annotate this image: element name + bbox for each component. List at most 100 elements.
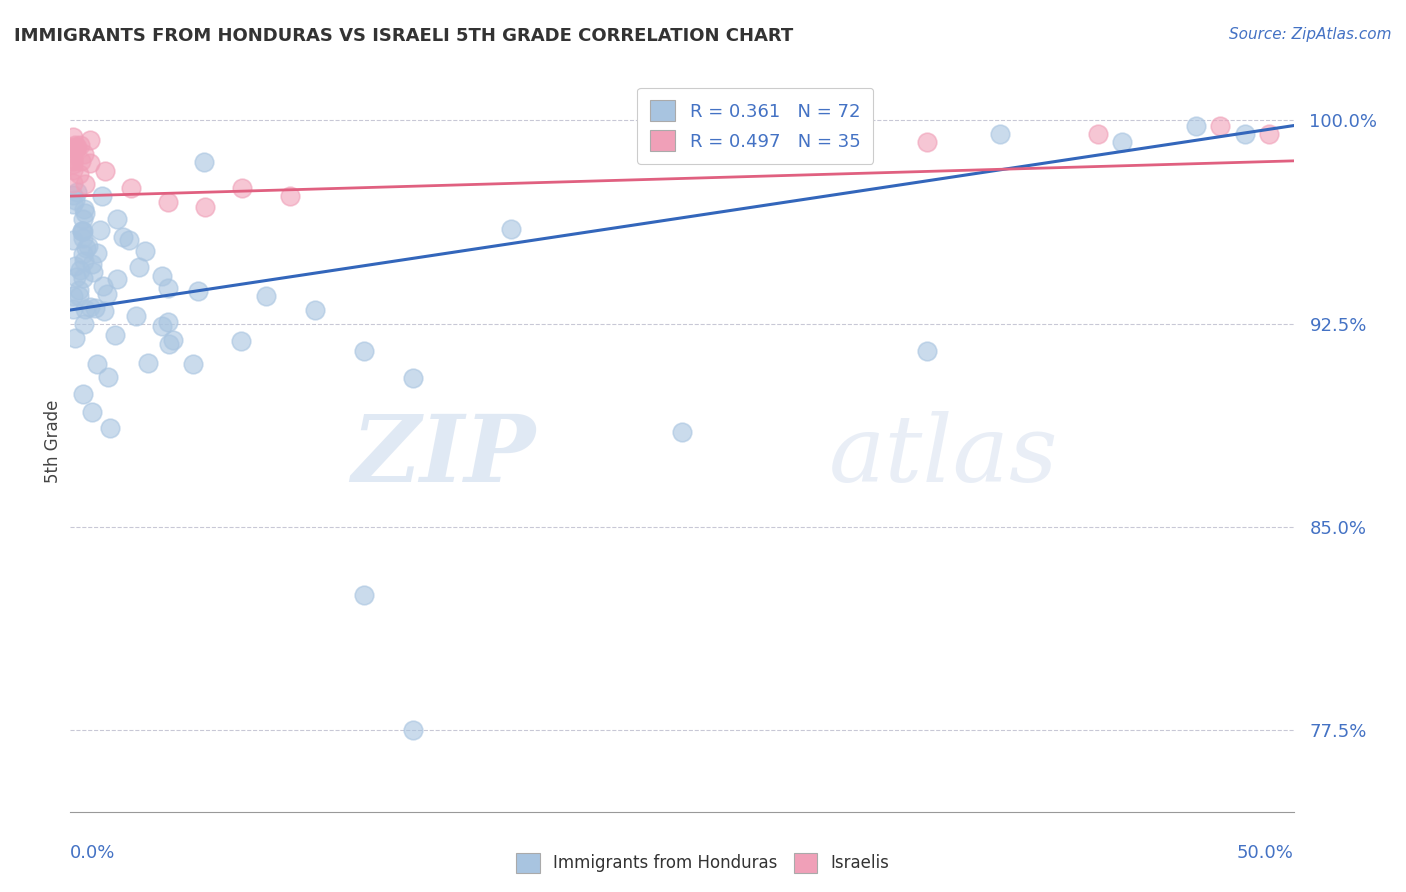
Point <box>97 369 120 384</box>
Point <box>62 130 84 145</box>
Point <box>150 269 173 284</box>
Point <box>73 317 96 331</box>
Point <box>72 211 94 226</box>
Point <box>79 155 101 169</box>
Point <box>73 205 96 219</box>
Point <box>73 202 96 216</box>
Point <box>70 224 93 238</box>
Point <box>75 301 97 316</box>
Point <box>915 343 938 358</box>
Point <box>75 241 97 255</box>
Point <box>62 289 84 303</box>
Point <box>67 289 90 303</box>
Point <box>353 588 375 602</box>
Point <box>134 244 156 258</box>
Point <box>70 224 93 238</box>
Point <box>80 257 103 271</box>
Point <box>181 357 204 371</box>
Point <box>104 327 127 342</box>
Point <box>89 222 111 236</box>
Point <box>72 254 94 268</box>
Point <box>69 137 91 152</box>
Point <box>121 181 143 195</box>
Point <box>86 246 108 260</box>
Point <box>67 284 90 298</box>
Point <box>105 212 128 227</box>
Text: ZIP: ZIP <box>352 411 536 501</box>
Text: atlas: atlas <box>828 411 1059 501</box>
Point <box>62 140 84 154</box>
Point <box>62 157 84 171</box>
Point <box>1258 127 1281 141</box>
Legend: R = 0.361   N = 72, R = 0.497   N = 35: R = 0.361 N = 72, R = 0.497 N = 35 <box>637 87 873 164</box>
Text: 0.0%: 0.0% <box>70 844 115 863</box>
Text: 50.0%: 50.0% <box>1237 844 1294 863</box>
Point <box>82 265 104 279</box>
Point <box>156 315 179 329</box>
Point <box>254 289 277 303</box>
Point <box>194 200 217 214</box>
Point <box>96 286 118 301</box>
Point <box>65 259 87 273</box>
Point <box>157 194 180 209</box>
Point <box>65 137 87 152</box>
Point <box>118 234 141 248</box>
Point <box>125 309 148 323</box>
Point <box>93 304 115 318</box>
Point <box>65 142 87 156</box>
Point <box>1209 119 1232 133</box>
Point <box>671 425 693 439</box>
Point <box>353 343 375 358</box>
Point <box>193 154 215 169</box>
Point <box>156 281 179 295</box>
Point <box>70 154 93 169</box>
Point <box>499 221 522 235</box>
Y-axis label: 5th Grade: 5th Grade <box>44 400 62 483</box>
Point <box>65 269 87 284</box>
Point <box>72 247 94 261</box>
Point <box>98 421 121 435</box>
Point <box>62 152 84 166</box>
Point <box>66 139 89 153</box>
Point <box>152 318 174 333</box>
Point <box>72 271 94 285</box>
Point <box>62 188 84 202</box>
Point <box>91 189 114 203</box>
Point <box>988 127 1011 141</box>
Point <box>915 135 938 149</box>
Point <box>402 371 425 385</box>
Legend: Immigrants from Honduras, Israelis: Immigrants from Honduras, Israelis <box>510 847 896 880</box>
Text: Source: ZipAtlas.com: Source: ZipAtlas.com <box>1229 27 1392 42</box>
Point <box>280 189 302 203</box>
Point <box>111 230 134 244</box>
Text: IMMIGRANTS FROM HONDURAS VS ISRAELI 5TH GRADE CORRELATION CHART: IMMIGRANTS FROM HONDURAS VS ISRAELI 5TH … <box>14 27 793 45</box>
Point <box>63 330 86 344</box>
Point <box>136 356 159 370</box>
Point <box>62 197 84 211</box>
Point <box>94 164 117 178</box>
Point <box>63 141 86 155</box>
Point <box>77 239 100 253</box>
Point <box>79 133 101 147</box>
Point <box>73 147 96 161</box>
Point <box>157 337 180 351</box>
Point <box>79 300 101 314</box>
Point <box>62 163 84 178</box>
Point <box>162 333 184 347</box>
Point <box>84 301 107 316</box>
Point <box>62 176 84 190</box>
Point <box>69 263 91 277</box>
Point <box>86 357 108 371</box>
Point <box>62 233 84 247</box>
Point <box>73 178 96 192</box>
Point <box>82 405 104 419</box>
Point <box>402 723 425 738</box>
Point <box>72 224 94 238</box>
Point <box>1184 119 1206 133</box>
Point <box>231 334 253 348</box>
Point <box>62 154 84 169</box>
Point <box>1111 135 1133 149</box>
Point <box>105 272 128 286</box>
Point <box>671 140 693 154</box>
Point <box>62 145 84 159</box>
